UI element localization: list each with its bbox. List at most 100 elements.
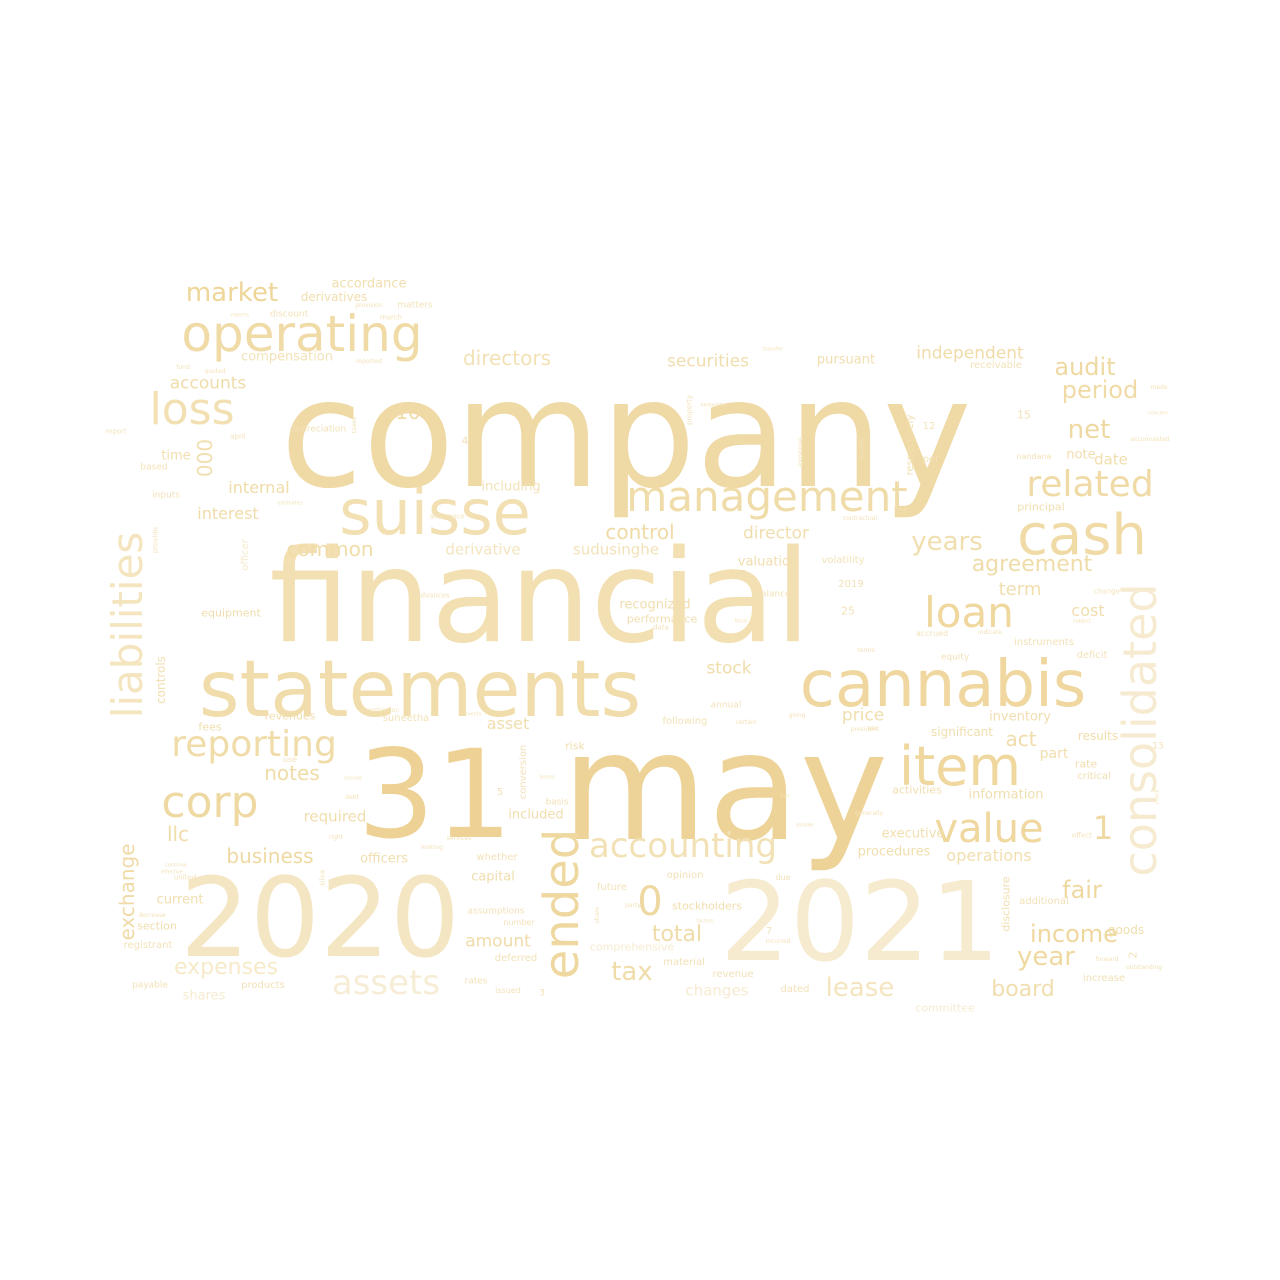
word-party: party bbox=[625, 902, 641, 909]
word-reports: reports bbox=[231, 312, 249, 319]
word-fund: fund bbox=[176, 364, 190, 371]
word-cost: cost bbox=[1071, 601, 1105, 620]
word-market: market bbox=[185, 278, 279, 308]
word-president: president bbox=[850, 726, 880, 733]
word-estimates: estimates bbox=[277, 500, 303, 507]
word-indicate: indicate bbox=[978, 629, 1002, 636]
word-financial: financial bbox=[269, 523, 811, 672]
word-2: 2 bbox=[1126, 951, 1140, 959]
word-based: based bbox=[140, 462, 168, 473]
word-2019: 2019 bbox=[838, 579, 864, 590]
word-inventory: inventory bbox=[989, 709, 1051, 725]
word-receivable: receivable bbox=[970, 360, 1022, 371]
word-15: 15 bbox=[1017, 408, 1031, 422]
word-embedded: embedded bbox=[700, 402, 728, 409]
word-share: share bbox=[594, 906, 601, 924]
word-changes: changes bbox=[685, 981, 749, 1000]
word-subject: subject bbox=[1072, 618, 1092, 625]
word-us: us bbox=[731, 566, 747, 582]
word-llc: llc bbox=[166, 822, 190, 846]
word-company: company bbox=[280, 348, 972, 522]
word-agreement: agreement bbox=[971, 552, 1093, 577]
word-internal: internal bbox=[228, 478, 290, 497]
word-required: required bbox=[303, 807, 367, 826]
word-net: net bbox=[1067, 415, 1111, 445]
word-corp: corp bbox=[161, 777, 259, 828]
word-amortization: amortization bbox=[361, 707, 399, 714]
word-2021: 2021 bbox=[720, 858, 1000, 986]
word-factors: factors bbox=[696, 918, 714, 925]
word-3: 3 bbox=[539, 988, 545, 999]
word-include: include bbox=[343, 775, 363, 782]
word-results: results bbox=[1077, 729, 1119, 743]
word-principal: principal bbox=[1017, 500, 1065, 514]
word-april: april bbox=[230, 432, 246, 441]
word-act: act bbox=[1005, 727, 1037, 751]
word-risk: risk bbox=[565, 739, 585, 753]
word-procedures: procedures bbox=[857, 844, 931, 860]
word-activities: activities bbox=[892, 783, 942, 797]
word-accounting: accounting bbox=[588, 826, 778, 866]
word-discount: discount bbox=[269, 309, 309, 320]
word-data: data bbox=[653, 623, 669, 632]
word-terms: terms bbox=[857, 647, 875, 654]
word-disclosure: disclosure bbox=[999, 876, 1013, 932]
word-independent: independent bbox=[916, 343, 1024, 364]
word-expenses: expenses bbox=[173, 955, 279, 980]
word-instruments: instruments bbox=[1013, 637, 1075, 648]
word-valuation: valuation bbox=[737, 554, 799, 570]
word-included: included bbox=[508, 807, 564, 823]
word-accordance: accordance bbox=[331, 276, 407, 292]
word-performance: performance bbox=[626, 612, 698, 626]
word-decrease: decrease bbox=[138, 912, 166, 919]
word-loss: loss bbox=[149, 384, 235, 435]
word-revenues: revenues bbox=[264, 709, 316, 723]
word-going: going bbox=[788, 712, 806, 719]
word-control: control bbox=[605, 520, 675, 544]
word-fees: fees bbox=[198, 720, 222, 734]
word-operating: operating bbox=[181, 305, 423, 363]
word-31: 31 bbox=[357, 724, 513, 866]
word-right: right bbox=[328, 834, 344, 841]
word-operations: operations bbox=[946, 846, 1032, 865]
word-securities: securities bbox=[667, 351, 749, 372]
word-generally: generally bbox=[854, 810, 884, 817]
word-inputs: inputs bbox=[152, 490, 180, 501]
word-basis: basis bbox=[545, 797, 569, 808]
word-report: report bbox=[105, 427, 127, 436]
word-forward: forward bbox=[1095, 956, 1119, 963]
word-whether: whether bbox=[476, 852, 518, 863]
word-liabilities: liabilities bbox=[103, 531, 152, 719]
word-audit: audit bbox=[1054, 353, 1116, 381]
word-equity: equity bbox=[940, 652, 970, 663]
word-continue: continue bbox=[165, 862, 187, 869]
word-suisse: suisse bbox=[339, 476, 531, 549]
word-outstanding: outstanding bbox=[1126, 964, 1162, 971]
word-significant: significant bbox=[931, 725, 993, 739]
word-quoted: quoted bbox=[204, 368, 226, 375]
word-accumulated: accumulated bbox=[1130, 436, 1170, 443]
word-rate: rate bbox=[1074, 757, 1098, 771]
word-issued: issued bbox=[495, 986, 521, 995]
word-balance: balance bbox=[755, 589, 791, 600]
word-25: 25 bbox=[841, 604, 855, 618]
word-consolidated: consolidated bbox=[1113, 583, 1167, 877]
word-officers: officers bbox=[360, 851, 408, 867]
word-fair: fair bbox=[1062, 876, 1102, 904]
word-1: 1 bbox=[1092, 809, 1114, 847]
word-part: part bbox=[1039, 746, 1069, 762]
word-following: following bbox=[662, 716, 708, 727]
word-shares: shares bbox=[182, 988, 226, 1004]
word-sudusinghe: sudusinghe bbox=[572, 540, 660, 559]
word-pursuant: pursuant bbox=[816, 352, 876, 368]
word-equipment: equipment bbox=[201, 606, 261, 620]
word-compensation: compensation bbox=[241, 349, 333, 365]
word-7: 7 bbox=[765, 926, 773, 937]
word-debt: debt bbox=[345, 794, 359, 801]
word-4: 4 bbox=[461, 434, 469, 448]
word-per: per bbox=[922, 454, 940, 465]
word-contractual: contractual bbox=[842, 515, 878, 522]
word-due: due bbox=[775, 873, 791, 882]
word-assets: assets bbox=[331, 963, 441, 1003]
word-respectively: respectively bbox=[905, 414, 916, 476]
